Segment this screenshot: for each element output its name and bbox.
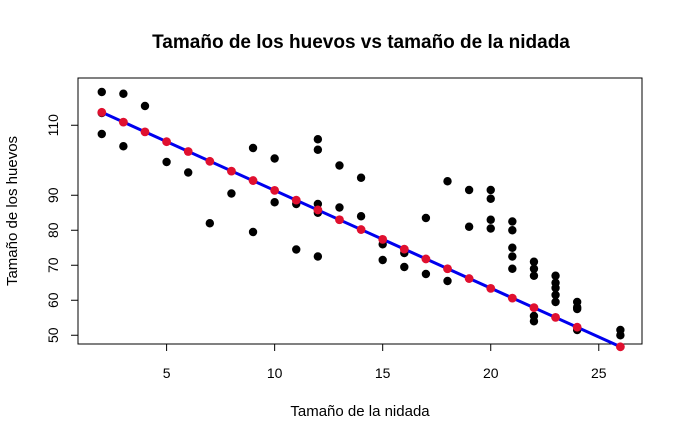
data-point xyxy=(529,264,539,273)
fitted-point xyxy=(356,225,366,234)
data-point xyxy=(616,331,625,340)
data-point xyxy=(421,269,431,279)
chart-title: Tamaño de los huevos vs tamaño de la nid… xyxy=(152,32,570,53)
data-point xyxy=(335,161,344,170)
fitted-point xyxy=(615,342,625,352)
fitted-point xyxy=(227,166,236,176)
data-point xyxy=(248,143,258,153)
x-tick-label: 20 xyxy=(483,365,499,381)
data-point xyxy=(572,303,582,312)
data-point xyxy=(486,224,495,233)
data-point xyxy=(551,271,560,280)
data-point xyxy=(140,101,150,111)
data-point xyxy=(97,129,106,139)
fitted-point xyxy=(291,195,301,205)
fitted-point xyxy=(378,234,388,244)
data-point xyxy=(508,226,517,235)
data-point xyxy=(400,262,409,272)
data-point xyxy=(119,142,128,151)
data-point xyxy=(184,168,193,177)
fitted-point xyxy=(421,254,431,264)
fitted-point xyxy=(399,244,409,254)
y-axis: 50 60 70 80 90 110 xyxy=(45,114,78,343)
data-point xyxy=(486,185,495,195)
y-tick-label: 110 xyxy=(45,114,61,137)
plot-marks xyxy=(97,87,625,352)
fitted-point xyxy=(162,137,171,147)
data-point xyxy=(292,245,301,254)
data-point xyxy=(162,157,171,167)
fitted-point xyxy=(248,176,258,185)
data-point xyxy=(313,135,323,144)
fitted-point xyxy=(572,322,582,332)
data-point xyxy=(119,89,128,98)
data-point xyxy=(97,87,106,97)
data-point xyxy=(551,297,560,307)
data-point xyxy=(464,222,474,231)
plot-frame xyxy=(77,77,643,345)
data-point xyxy=(227,189,236,198)
fitted-point xyxy=(205,156,215,166)
data-point xyxy=(529,257,539,266)
data-point xyxy=(378,255,387,265)
data-point xyxy=(529,271,539,280)
y-tick-label: 90 xyxy=(45,187,61,203)
data-point xyxy=(508,217,517,226)
data-point xyxy=(443,177,452,186)
y-axis-label: Tamaño de los huevos xyxy=(4,136,21,286)
data-point xyxy=(551,283,560,293)
data-point xyxy=(205,219,215,228)
data-point xyxy=(313,252,323,261)
data-point xyxy=(356,173,366,182)
x-axis-label: Tamaño de la nidada xyxy=(290,403,430,420)
fitted-point xyxy=(183,147,193,156)
data-point xyxy=(421,213,431,223)
fitted-point xyxy=(443,264,452,274)
x-tick-label: 10 xyxy=(267,365,283,381)
data-point xyxy=(464,185,474,195)
data-point xyxy=(486,194,495,203)
fitted-point xyxy=(486,283,496,293)
y-tick-label: 50 xyxy=(45,327,61,343)
data-point xyxy=(270,154,279,163)
fitted-point xyxy=(270,185,280,195)
y-tick-label: 70 xyxy=(45,257,61,273)
x-axis: 5 10 15 20 25 xyxy=(163,344,607,381)
fitted-point xyxy=(97,107,107,117)
data-point xyxy=(508,264,517,273)
data-point xyxy=(508,243,517,252)
fitted-point xyxy=(313,205,323,215)
fitted-point xyxy=(551,313,560,322)
fitted-point xyxy=(529,303,539,312)
data-point xyxy=(335,203,344,212)
x-tick-label: 25 xyxy=(591,365,607,381)
fitted-point xyxy=(464,274,474,283)
fitted-point xyxy=(140,127,150,137)
data-point xyxy=(551,290,560,300)
fitted-point xyxy=(335,215,344,225)
y-tick-label: 60 xyxy=(45,292,61,308)
data-point xyxy=(356,212,366,221)
data-point xyxy=(529,317,539,326)
fitted-point xyxy=(118,117,128,127)
x-tick-label: 15 xyxy=(375,365,391,381)
data-point xyxy=(486,215,495,224)
data-point xyxy=(270,198,279,207)
data-point xyxy=(248,227,258,237)
y-tick-label: 80 xyxy=(45,222,61,238)
fitted-point xyxy=(507,293,517,303)
data-point xyxy=(508,252,517,261)
data-point xyxy=(443,276,452,286)
x-tick-label: 5 xyxy=(163,365,171,381)
data-point xyxy=(313,145,323,154)
